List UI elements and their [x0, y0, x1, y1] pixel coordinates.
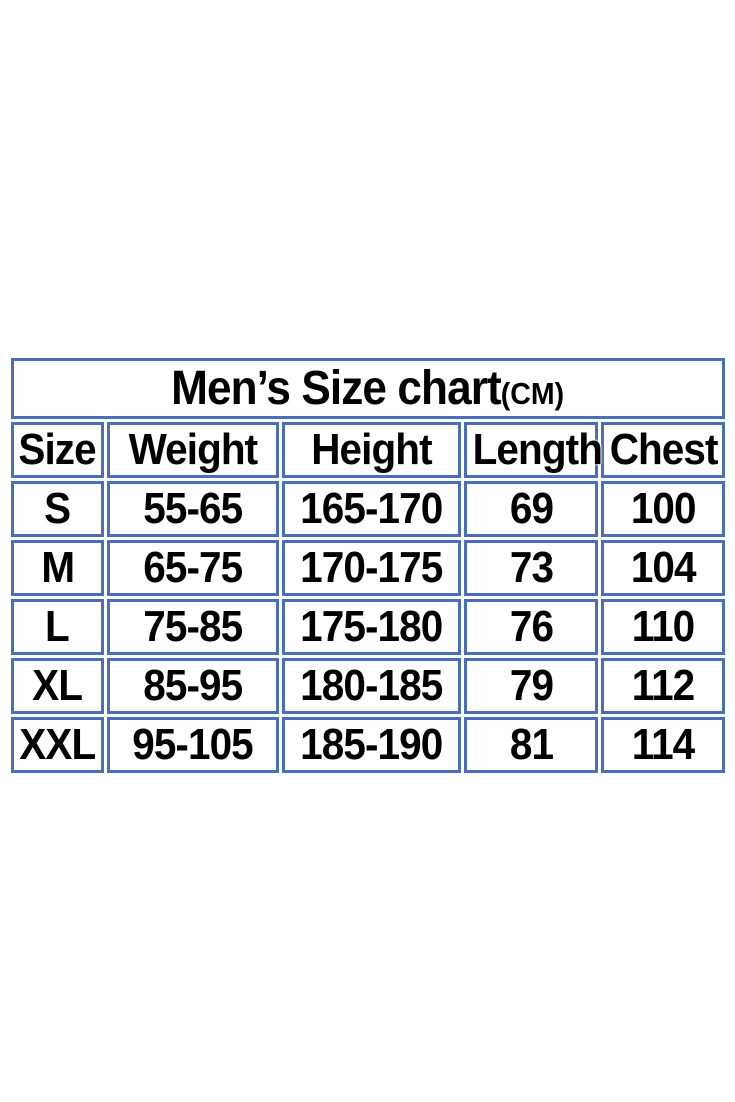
column-header-size: Size — [11, 422, 104, 478]
cell-length: 73 — [463, 540, 599, 596]
cell-weight: 65-75 — [106, 540, 279, 596]
cell-weight: 55-65 — [106, 481, 279, 537]
cell-size: XL — [11, 658, 104, 714]
table-row-xl: XL 85-95 180-185 79 112 — [11, 658, 725, 714]
cell-weight: 85-95 — [106, 658, 279, 714]
cell-length: 69 — [463, 481, 599, 537]
chart-title-unit: (CM) — [501, 376, 565, 411]
cell-size: XXL — [11, 717, 104, 773]
table-row-l: L 75-85 175-180 76 110 — [11, 599, 725, 655]
cell-length: 81 — [463, 717, 599, 773]
column-header-chest: Chest — [601, 422, 725, 478]
cell-chest: 104 — [601, 540, 725, 596]
cell-weight: 75-85 — [106, 599, 279, 655]
cell-height: 170-175 — [281, 540, 461, 596]
table-row-m: M 65-75 170-175 73 104 — [11, 540, 725, 596]
column-header-weight: Weight — [106, 422, 279, 478]
header-row: Size Weight Height Length Chest — [11, 422, 725, 478]
table-row-xxl: XXL 95-105 185-190 81 114 — [11, 717, 725, 773]
size-chart-table: Men’s Size chart(CM) Size Weight Height … — [8, 355, 728, 776]
cell-chest: 114 — [601, 717, 725, 773]
cell-height: 175-180 — [281, 599, 461, 655]
cell-length: 76 — [463, 599, 599, 655]
cell-chest: 110 — [601, 599, 725, 655]
title-row: Men’s Size chart(CM) — [11, 358, 725, 419]
cell-chest: 112 — [601, 658, 725, 714]
size-chart-container: Men’s Size chart(CM) Size Weight Height … — [8, 355, 728, 776]
column-header-length: Length — [463, 422, 603, 478]
cell-size: S — [11, 481, 104, 537]
cell-height: 180-185 — [281, 658, 461, 714]
cell-length: 79 — [463, 658, 599, 714]
chart-title: Men’s Size chart(CM) — [11, 358, 725, 419]
cell-weight: 95-105 — [106, 717, 279, 773]
cell-size: M — [11, 540, 104, 596]
cell-height: 165-170 — [281, 481, 461, 537]
cell-height: 185-190 — [281, 717, 461, 773]
column-header-height: Height — [281, 422, 461, 478]
table-row-s: S 55-65 165-170 69 100 — [11, 481, 725, 537]
cell-size: L — [11, 599, 104, 655]
cell-chest: 100 — [601, 481, 725, 537]
chart-title-text: Men’s Size chart — [171, 362, 502, 415]
